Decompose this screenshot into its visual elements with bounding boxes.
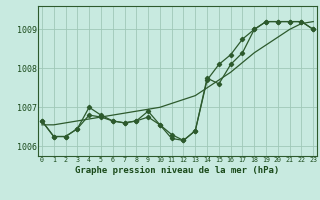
X-axis label: Graphe pression niveau de la mer (hPa): Graphe pression niveau de la mer (hPa) (76, 166, 280, 175)
